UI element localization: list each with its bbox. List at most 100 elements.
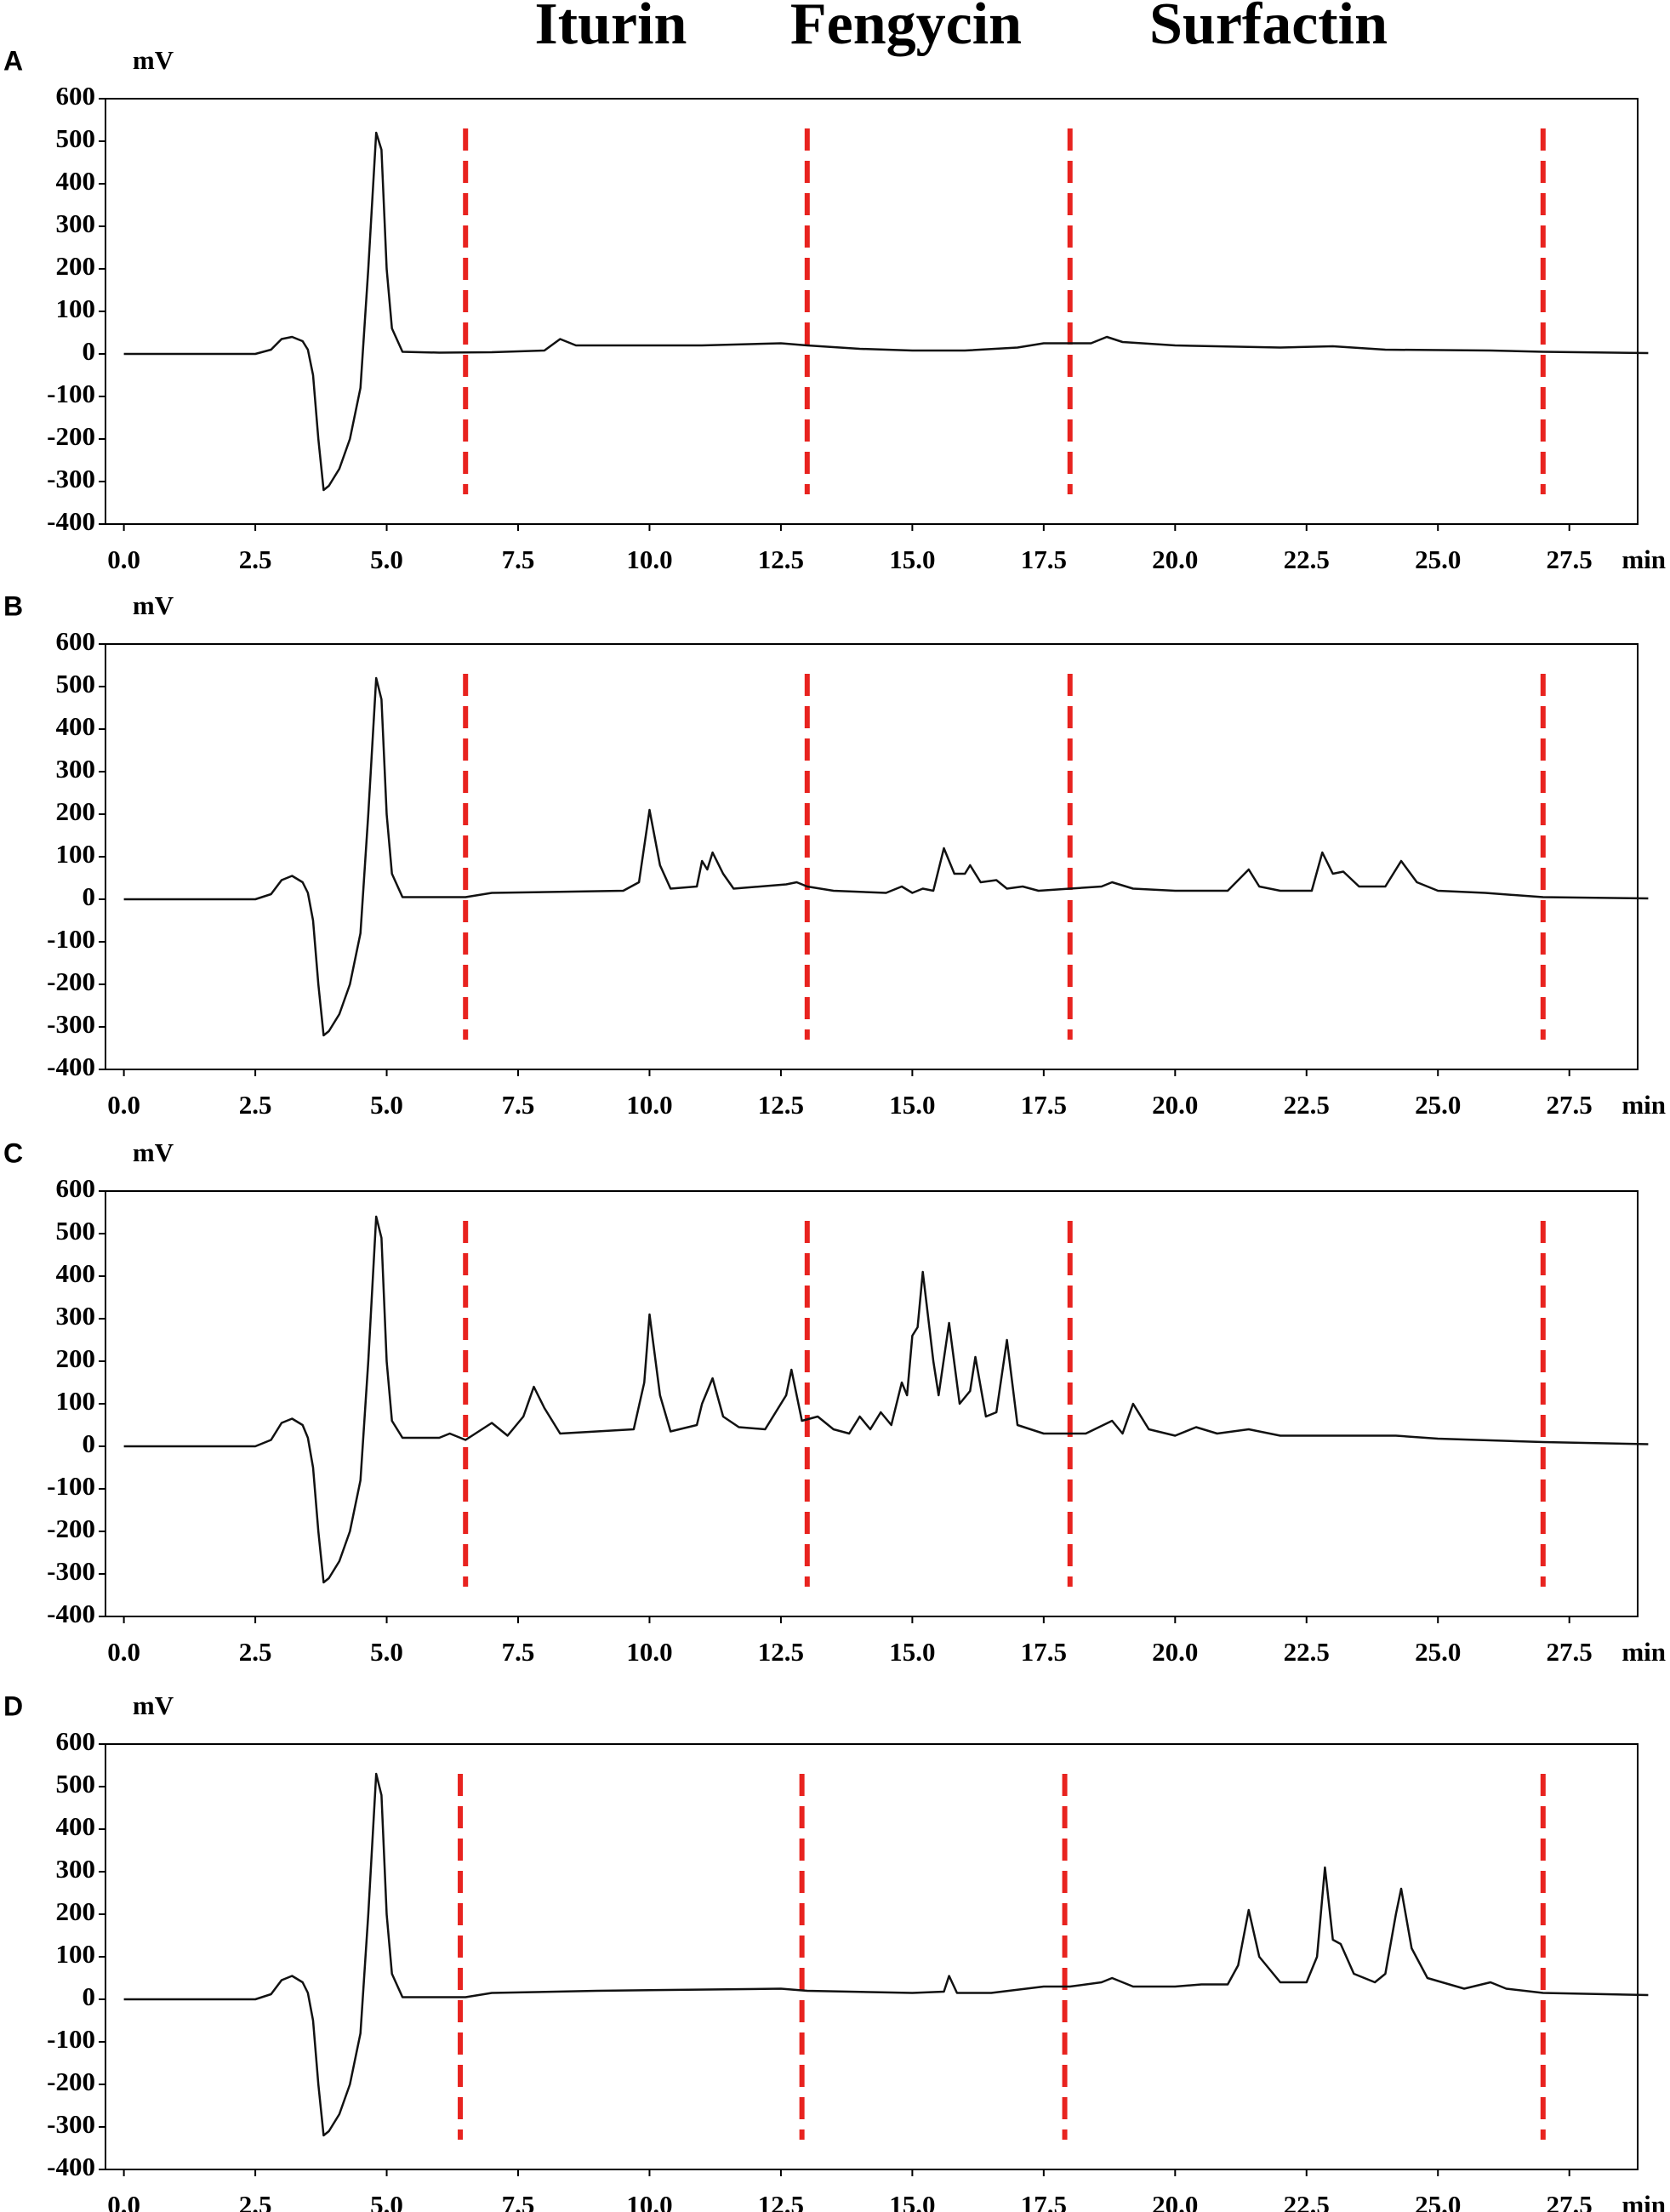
- y-tick-label: 200: [56, 251, 96, 281]
- y-tick-label: -200: [47, 1514, 95, 1543]
- panel-letter: C: [3, 1137, 23, 1168]
- x-tick-label: 22.5: [1284, 2190, 1330, 2212]
- x-tick-label: 2.5: [239, 2190, 272, 2212]
- y-tick-label: 0: [83, 336, 96, 366]
- x-tick-label: 2.5: [239, 1637, 272, 1667]
- y-tick-label: -100: [47, 1471, 95, 1501]
- y-tick-label: 200: [56, 796, 96, 826]
- x-tick-label: 0.0: [107, 1090, 140, 1120]
- chromatogram-line: [123, 1215, 1649, 1584]
- y-tick-label: 300: [56, 1854, 96, 1884]
- x-tick-label: 0.0: [107, 2190, 140, 2212]
- y-tick-label: -400: [47, 506, 95, 536]
- region-label: Fengycin: [790, 0, 1022, 57]
- y-tick-label: -300: [47, 1009, 95, 1039]
- x-tick-label: 22.5: [1284, 544, 1330, 574]
- y-tick-label: 500: [56, 1769, 96, 1799]
- x-tick-label: 25.0: [1415, 1090, 1461, 1120]
- y-tick-label: 100: [56, 1939, 96, 1969]
- x-tick-label: 5.0: [370, 544, 403, 574]
- y-tick-label: 600: [56, 81, 96, 111]
- y-tick-label: 600: [56, 626, 96, 656]
- y-unit: mV: [133, 590, 174, 620]
- region-label: Surfactin: [1149, 0, 1388, 57]
- y-tick-label: 300: [56, 1301, 96, 1331]
- y-tick-label: 0: [83, 1981, 96, 2011]
- x-tick-label: 17.5: [1021, 544, 1067, 574]
- x-tick-label: 25.0: [1415, 1637, 1461, 1667]
- x-tick-label: 5.0: [370, 1090, 403, 1120]
- x-tick-label: 25.0: [1415, 2190, 1461, 2212]
- chromatogram-line: [123, 131, 1649, 492]
- x-tick-label: 27.5: [1547, 544, 1593, 574]
- x-tick-label: 17.5: [1021, 1090, 1067, 1120]
- y-unit: mV: [133, 45, 174, 75]
- y-tick-label: 100: [56, 1386, 96, 1416]
- x-unit: min: [1622, 1090, 1666, 1120]
- x-tick-label: 10.0: [626, 1637, 672, 1667]
- x-tick-label: 20.0: [1152, 544, 1198, 574]
- y-tick-label: -400: [47, 2152, 95, 2181]
- x-tick-label: 0.0: [107, 1637, 140, 1667]
- y-tick-label: 300: [56, 754, 96, 784]
- x-tick-label: 22.5: [1284, 1090, 1330, 1120]
- x-tick-label: 7.5: [502, 544, 535, 574]
- y-tick-label: -200: [47, 2067, 95, 2096]
- y-tick-label: -100: [47, 379, 95, 408]
- chromatogram-line: [123, 676, 1649, 1037]
- plot-frame: [105, 98, 1639, 525]
- y-tick-label: 400: [56, 1258, 96, 1288]
- y-tick-label: -300: [47, 2109, 95, 2139]
- chromatogram-line: [123, 1772, 1649, 2137]
- y-tick-label: -200: [47, 421, 95, 451]
- x-tick-label: 10.0: [626, 2190, 672, 2212]
- plot-frame: [105, 643, 1639, 1070]
- x-tick-label: 2.5: [239, 1090, 272, 1120]
- y-tick-label: -300: [47, 1556, 95, 1586]
- y-tick-label: 500: [56, 669, 96, 698]
- x-tick-label: 25.0: [1415, 544, 1461, 574]
- x-tick-label: 7.5: [502, 1090, 535, 1120]
- y-unit: mV: [133, 1690, 174, 1720]
- x-tick-label: 12.5: [758, 1637, 804, 1667]
- y-tick-label: -400: [47, 1599, 95, 1628]
- x-tick-label: 27.5: [1547, 2190, 1593, 2212]
- x-tick-label: 5.0: [370, 1637, 403, 1667]
- y-tick-label: 200: [56, 1343, 96, 1373]
- y-tick-label: -400: [47, 1052, 95, 1081]
- x-tick-label: 20.0: [1152, 2190, 1198, 2212]
- x-tick-label: 27.5: [1547, 1637, 1593, 1667]
- x-tick-label: 7.5: [502, 1637, 535, 1667]
- plot-frame: [105, 1743, 1639, 2170]
- y-tick-label: 300: [56, 208, 96, 238]
- y-tick-label: 500: [56, 1216, 96, 1246]
- x-tick-label: 10.0: [626, 1090, 672, 1120]
- x-tick-label: 10.0: [626, 544, 672, 574]
- x-tick-label: 0.0: [107, 544, 140, 574]
- x-tick-label: 12.5: [758, 544, 804, 574]
- panel-letter: B: [3, 590, 23, 621]
- y-tick-label: -100: [47, 2024, 95, 2054]
- y-tick-label: -200: [47, 966, 95, 996]
- y-tick-label: 200: [56, 1896, 96, 1926]
- panel-letter: A: [3, 45, 23, 76]
- x-unit: min: [1622, 544, 1666, 574]
- x-unit: min: [1622, 1637, 1666, 1667]
- x-tick-label: 12.5: [758, 1090, 804, 1120]
- x-tick-label: 7.5: [502, 2190, 535, 2212]
- y-tick-label: 400: [56, 711, 96, 741]
- y-tick-label: -100: [47, 924, 95, 954]
- x-tick-label: 15.0: [889, 2190, 935, 2212]
- y-tick-label: 500: [56, 123, 96, 153]
- y-tick-label: 100: [56, 294, 96, 323]
- y-tick-label: 600: [56, 1726, 96, 1756]
- region-label: Iturin: [535, 0, 687, 57]
- x-tick-label: 5.0: [370, 2190, 403, 2212]
- x-tick-label: 15.0: [889, 544, 935, 574]
- x-tick-label: 2.5: [239, 544, 272, 574]
- y-tick-label: 400: [56, 166, 96, 196]
- x-tick-label: 27.5: [1547, 1090, 1593, 1120]
- y-tick-label: -300: [47, 464, 95, 493]
- x-tick-label: 17.5: [1021, 2190, 1067, 2212]
